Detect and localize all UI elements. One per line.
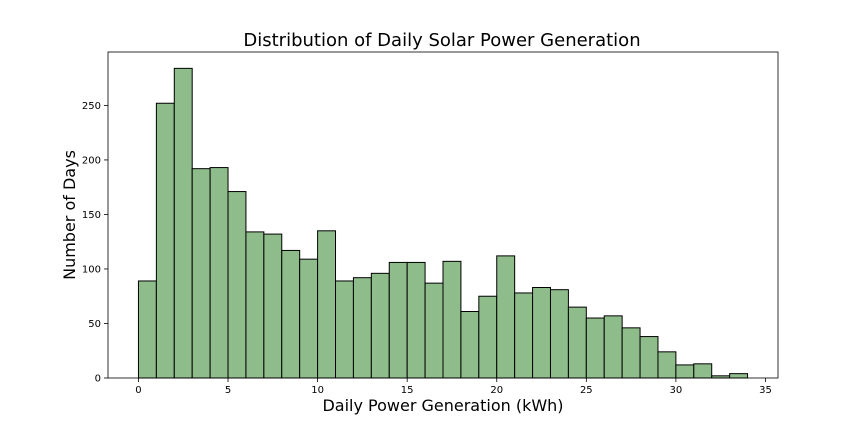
x-tick-label: 20 <box>490 385 503 396</box>
histogram-bar <box>675 364 695 379</box>
histogram-bar <box>549 289 569 379</box>
histogram-bar <box>191 168 211 379</box>
x-tick-label: 5 <box>225 385 231 396</box>
histogram-bar <box>729 373 749 379</box>
histogram-bar <box>460 310 480 379</box>
y-tick-label: 100 <box>82 264 101 275</box>
x-tick-label: 15 <box>401 385 414 396</box>
y-tick-label: 0 <box>95 374 101 385</box>
histogram-bar <box>352 277 372 379</box>
histogram-bar <box>478 295 498 379</box>
histogram-bar <box>335 280 354 379</box>
y-tick-label: 200 <box>82 155 101 166</box>
histogram-bar <box>299 258 319 379</box>
histogram-bar <box>388 261 408 379</box>
x-tick-label: 35 <box>759 385 772 396</box>
histogram-bar <box>693 363 713 379</box>
histogram-bar <box>532 287 551 379</box>
x-axis-label: Daily Power Generation (kWh) <box>322 396 563 415</box>
histogram-bar <box>281 249 301 379</box>
y-tick-label: 250 <box>82 101 101 112</box>
x-tick-label: 0 <box>135 385 141 396</box>
histogram-bar <box>245 231 265 379</box>
x-tick-label: 30 <box>670 385 683 396</box>
chart-title: Distribution of Daily Solar Power Genera… <box>243 30 640 51</box>
histogram-bar <box>603 315 623 379</box>
histogram-bar <box>514 292 534 379</box>
x-tick-label: 10 <box>311 385 324 396</box>
y-tick-label: 150 <box>82 210 101 221</box>
histogram-bar <box>155 102 175 379</box>
plot-frame <box>107 51 779 379</box>
histogram-bar <box>370 272 390 379</box>
bars-group <box>137 67 749 379</box>
x-axis: 0 5 10 15 20 25 30 35 <box>135 378 772 396</box>
y-axis-label: Number of Days <box>60 150 79 280</box>
x-tick-label: 25 <box>580 385 593 396</box>
histogram-bar <box>442 260 462 379</box>
histogram-bar <box>424 282 444 379</box>
histogram-bar <box>263 233 283 379</box>
histogram-bar <box>657 351 677 379</box>
histogram-bar <box>137 280 157 379</box>
histogram-bar <box>209 167 229 379</box>
y-axis: 0 50 100 150 200 250 <box>82 101 108 385</box>
histogram-bar <box>639 336 659 379</box>
histogram-bar <box>585 317 605 379</box>
histogram-bar <box>567 306 587 379</box>
y-tick-label: 50 <box>88 319 101 330</box>
histogram-bar <box>621 327 641 379</box>
histogram-bar <box>173 67 193 379</box>
histogram-bar <box>406 261 426 379</box>
histogram-bar <box>227 191 247 379</box>
histogram-bar <box>317 230 337 379</box>
histogram-bar <box>496 255 516 379</box>
